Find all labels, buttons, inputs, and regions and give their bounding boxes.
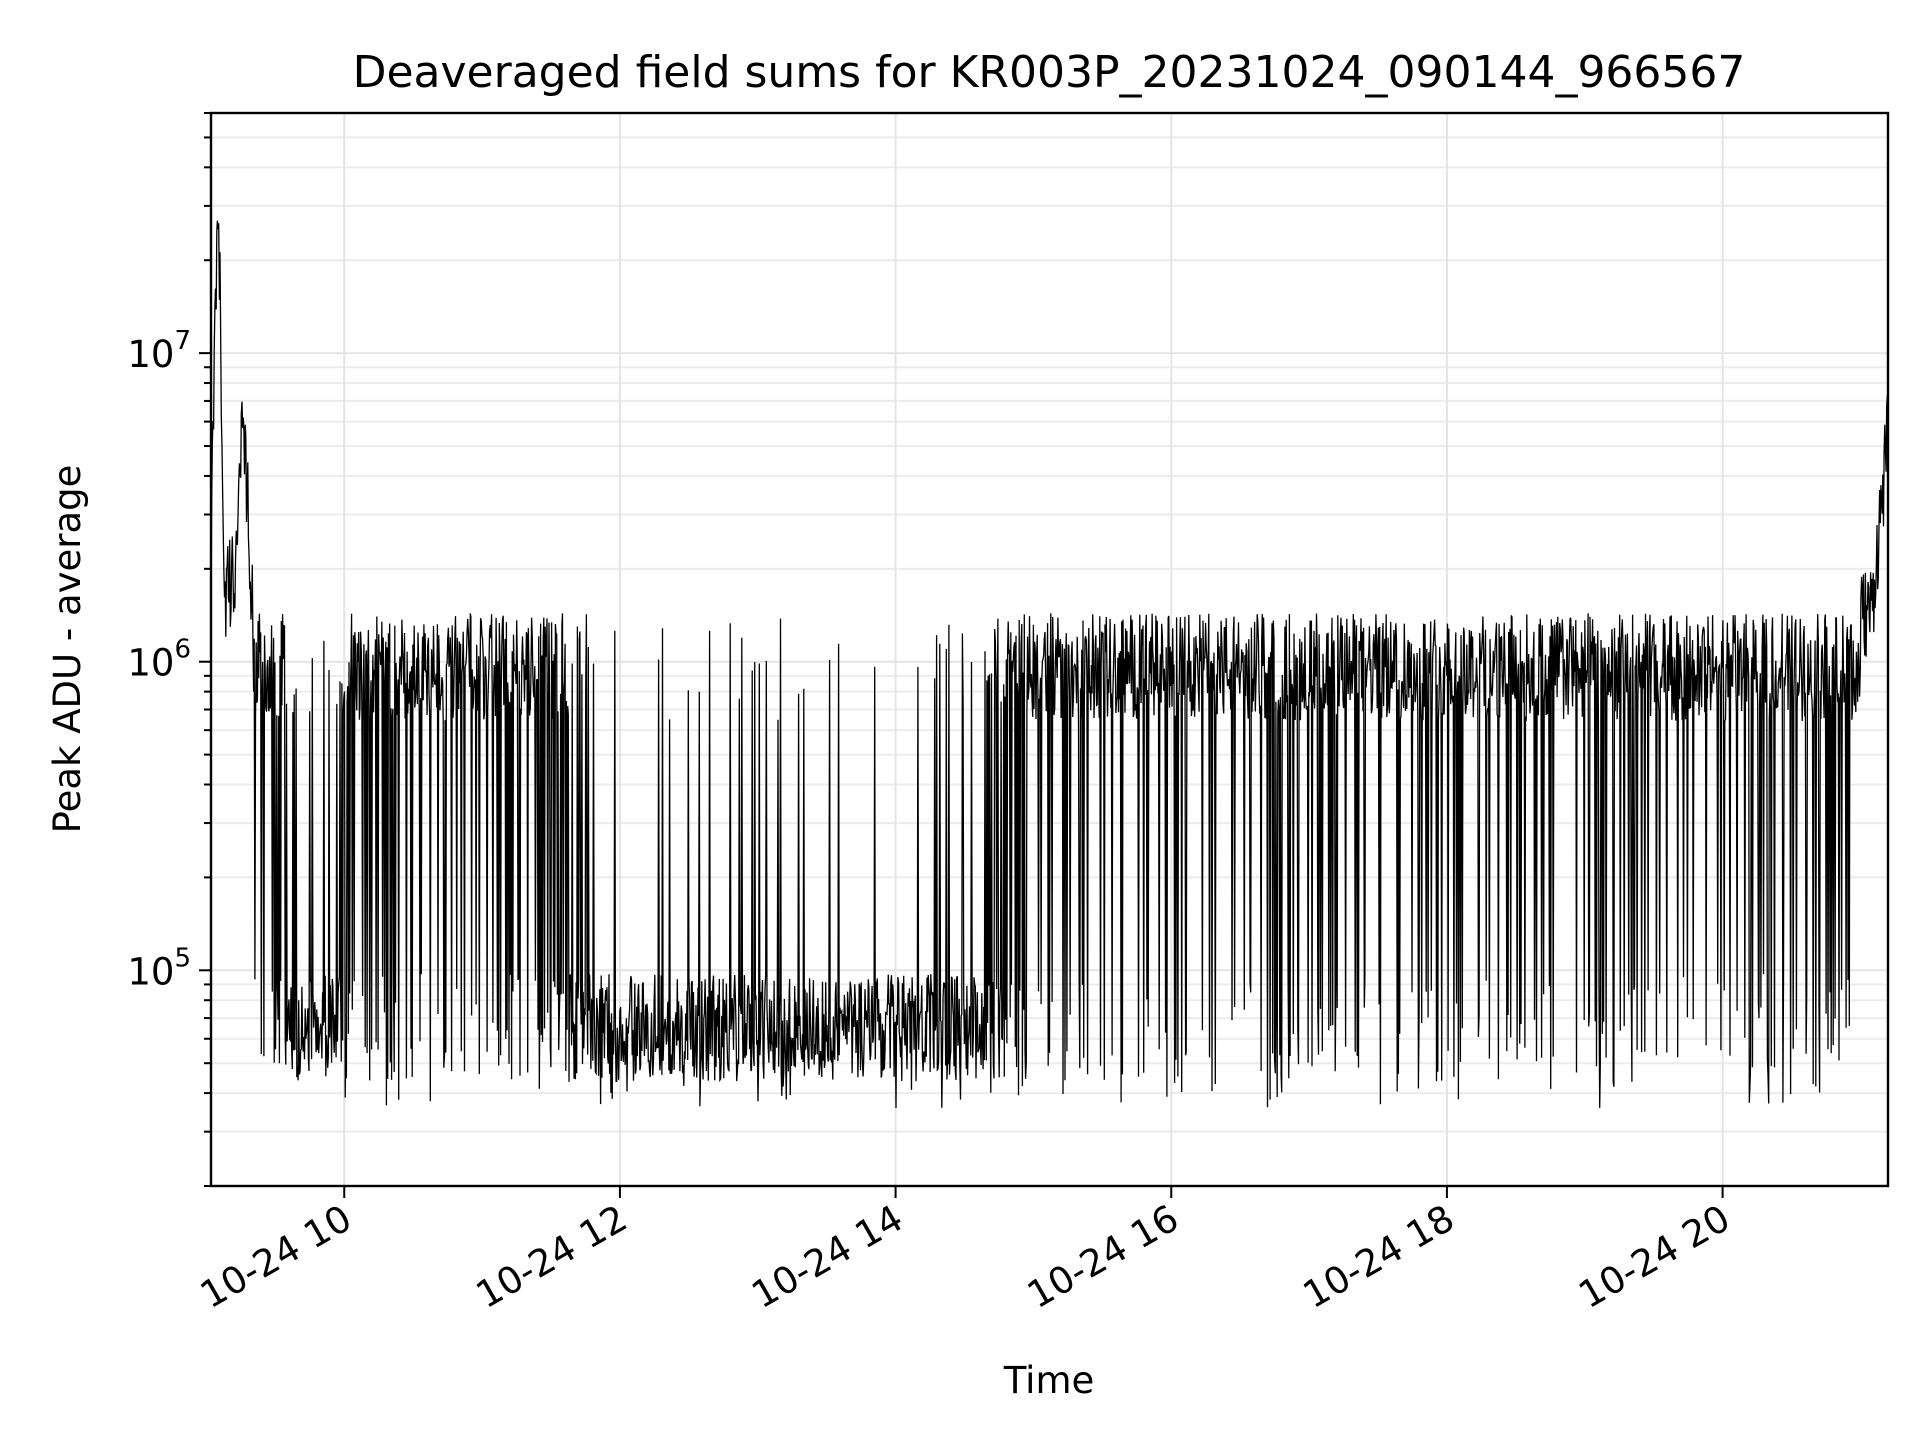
y-axis-label: Peak ADU - average xyxy=(46,465,89,834)
x-tick-label: 10-24 16 xyxy=(1020,1197,1186,1317)
y-tick-label: 106 xyxy=(127,635,191,685)
x-tick-label: 10-24 20 xyxy=(1572,1197,1738,1317)
plot-frame xyxy=(209,111,1890,1188)
x-tick-label: 10-24 14 xyxy=(745,1197,911,1317)
y-tick-label: 107 xyxy=(127,326,191,376)
x-tick-label: 10-24 18 xyxy=(1296,1197,1462,1317)
y-tick-label: 105 xyxy=(127,943,191,993)
series-layer xyxy=(210,220,1889,1109)
chart-title: Deaveraged field sums for KR003P_2023102… xyxy=(353,47,1746,98)
x-axis-label: Time xyxy=(1003,1359,1095,1402)
x-tick-label: 10-24 12 xyxy=(469,1197,635,1317)
x-tick-label: 10-24 10 xyxy=(193,1197,359,1317)
series-line xyxy=(210,220,1889,1109)
